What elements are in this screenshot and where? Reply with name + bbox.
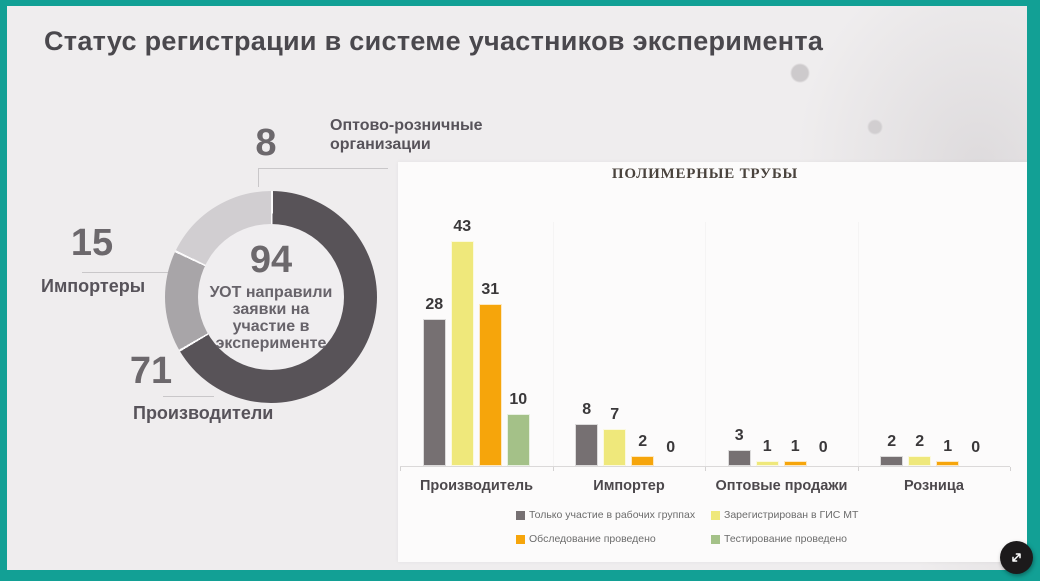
legend-label: Тестирование проведено bbox=[724, 533, 848, 545]
bar-value-label: 0 bbox=[971, 439, 981, 456]
bar[interactable] bbox=[936, 461, 960, 466]
category-label: Оптовые продажи bbox=[715, 478, 848, 494]
bar[interactable] bbox=[880, 456, 904, 466]
callout-label-wholesale: Оптово-розничные организации bbox=[330, 117, 483, 153]
legend-item[interactable]: Зарегистрирован в ГИС МТ bbox=[711, 509, 858, 521]
bar-chart-panel: ПОЛИМЕРНЫЕ ТРУБЫ 28 43 31 10 8 7 2 0 3 1 1 0 2 2 1 0 Пр… bbox=[398, 162, 1028, 562]
category-label: Розница bbox=[903, 478, 964, 494]
bar-value-label: 43 bbox=[453, 218, 472, 235]
bar[interactable] bbox=[478, 304, 502, 466]
bar[interactable] bbox=[506, 414, 530, 466]
callout-leader-line bbox=[163, 396, 214, 397]
legend-label: Обследование проведено bbox=[529, 533, 656, 545]
category-label: Импортер bbox=[593, 478, 665, 494]
bar[interactable] bbox=[450, 241, 474, 466]
bar-value-label: 8 bbox=[582, 401, 592, 418]
expand-diagonal-icon bbox=[1012, 553, 1021, 562]
axis-tick bbox=[552, 467, 554, 471]
x-axis-line bbox=[400, 466, 1010, 467]
callout-value-importers: 15 bbox=[70, 222, 114, 264]
callout-leader-line bbox=[82, 272, 176, 273]
bar-value-label: 2 bbox=[915, 433, 925, 450]
legend-item[interactable]: Только участие в рабочих группах bbox=[516, 509, 711, 521]
axis-tick bbox=[1010, 467, 1011, 471]
callout-label-importers: Импортеры bbox=[41, 276, 146, 296]
bar[interactable] bbox=[755, 461, 779, 466]
focus-mode-button[interactable] bbox=[1000, 541, 1033, 574]
bar-value-label: 0 bbox=[666, 439, 676, 456]
bar-value-label: 0 bbox=[818, 439, 828, 456]
bar-value-label: 1 bbox=[790, 438, 800, 455]
legend-marker bbox=[516, 534, 525, 544]
donut-center-value: 94 bbox=[249, 239, 293, 281]
axis-tick bbox=[705, 467, 706, 471]
axis-tick bbox=[857, 467, 859, 471]
bar[interactable] bbox=[783, 461, 807, 466]
bar-value-label: 1 bbox=[943, 438, 953, 455]
bar-value-label: 3 bbox=[734, 427, 744, 444]
bar-value-label: 7 bbox=[610, 406, 620, 423]
callout-label-producers: Производители bbox=[133, 403, 274, 423]
legend-marker bbox=[516, 510, 525, 520]
donut-center: 94 УОТ направили заявки на участие в экс… bbox=[198, 224, 344, 370]
callout-leader-line bbox=[258, 168, 388, 169]
group-separator bbox=[857, 222, 859, 466]
callout-value-wholesale: 8 bbox=[255, 122, 277, 164]
bar-value-label: 1 bbox=[762, 438, 772, 455]
legend-item[interactable]: Тестирование проведено bbox=[711, 533, 858, 545]
bar-value-label: 28 bbox=[425, 296, 444, 313]
bar[interactable] bbox=[727, 450, 751, 466]
axis-tick bbox=[400, 467, 401, 471]
bar[interactable] bbox=[908, 456, 932, 466]
group-separator bbox=[705, 222, 706, 466]
legend-label: Только участие в рабочих группах bbox=[529, 509, 696, 521]
legend-label: Зарегистрирован в ГИС МТ bbox=[724, 509, 859, 521]
legend-marker bbox=[711, 510, 720, 520]
legend-item[interactable]: Обследование проведено bbox=[516, 533, 711, 545]
group-separator bbox=[552, 222, 554, 466]
bar[interactable] bbox=[575, 424, 599, 466]
legend-marker bbox=[711, 534, 720, 544]
bar[interactable] bbox=[631, 456, 655, 466]
callout-value-producers: 71 bbox=[129, 350, 173, 392]
callout-leader-line bbox=[258, 168, 259, 187]
donut-center-label: УОТ направили заявки на участие в экспер… bbox=[209, 284, 333, 352]
bar-chart-title: ПОЛИМЕРНЫЕ ТРУБЫ bbox=[611, 166, 799, 182]
bar-value-label: 31 bbox=[481, 281, 500, 298]
page-title: Статус регистрации в системе участников … bbox=[44, 26, 824, 56]
chart-legend: Только участие в рабочих группах Зарегист… bbox=[516, 509, 858, 545]
bar-value-label: 10 bbox=[509, 391, 528, 408]
bar[interactable] bbox=[603, 429, 627, 466]
bar-value-label: 2 bbox=[638, 433, 648, 450]
bar-plot: 28 43 31 10 8 7 2 0 3 1 1 0 2 2 1 0 bbox=[400, 218, 1010, 466]
category-label: Производитель bbox=[419, 478, 534, 494]
bar[interactable] bbox=[422, 319, 446, 466]
bar-value-label: 2 bbox=[887, 433, 897, 450]
